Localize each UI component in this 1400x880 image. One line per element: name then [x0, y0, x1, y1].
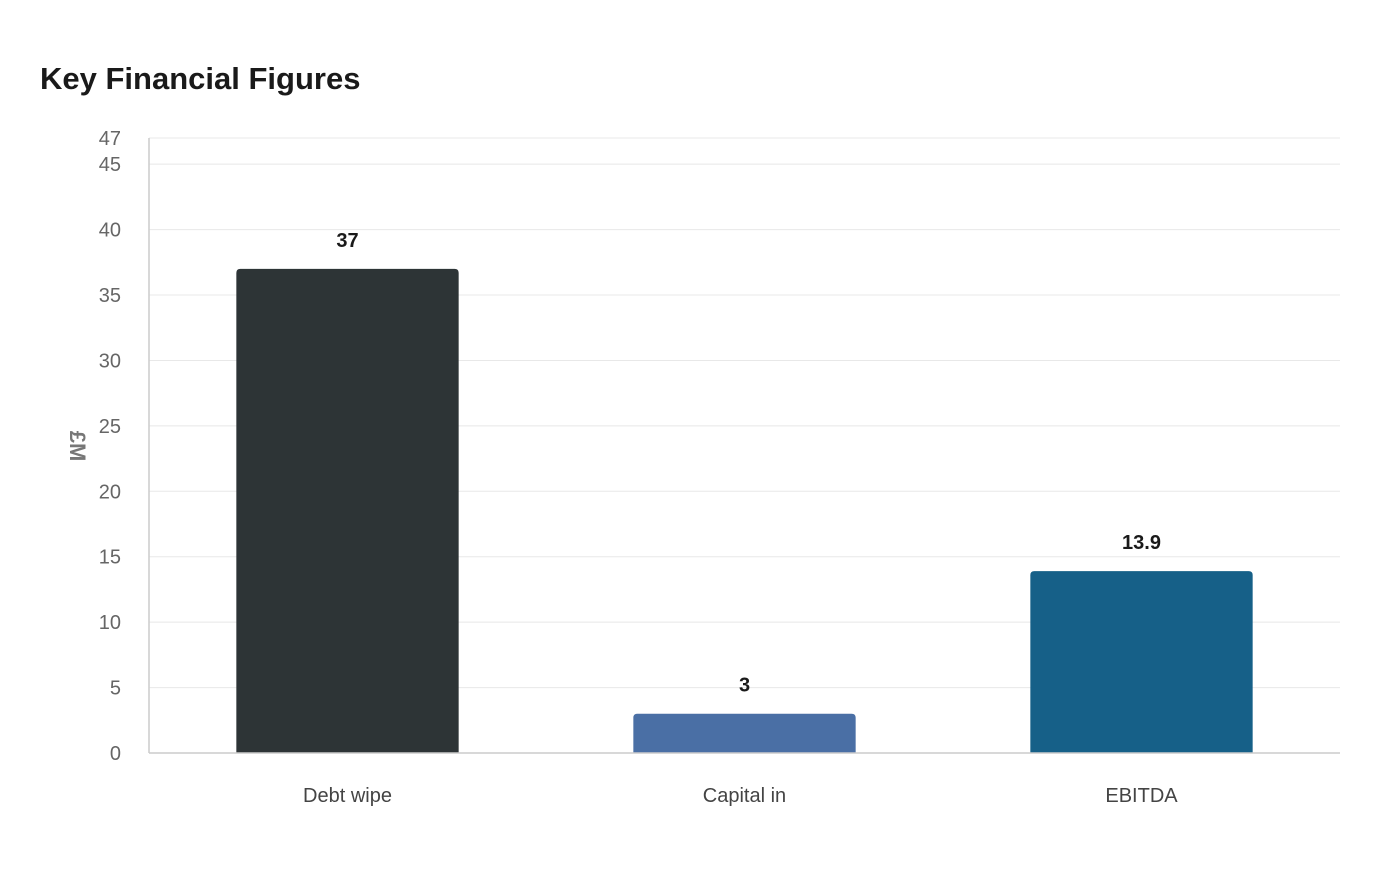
- y-tick-label: 35: [99, 285, 121, 307]
- value-label: 13.9: [1122, 532, 1161, 554]
- value-label: 37: [336, 230, 358, 252]
- bar-debt-wipe: [236, 268, 459, 753]
- value-labels: 37 3 13.9: [336, 230, 1161, 697]
- y-tick-label: 15: [99, 547, 121, 569]
- y-tick-label: 20: [99, 481, 121, 503]
- y-tick-label: 10: [99, 612, 121, 634]
- y-tick-label: 5: [110, 678, 121, 700]
- y-axis-label: £M: [65, 431, 90, 462]
- x-category-label: Debt wipe: [303, 785, 392, 807]
- bars: [236, 268, 1253, 753]
- value-label: 3: [739, 675, 750, 697]
- bar-ebitda: [1030, 571, 1253, 753]
- x-axis-categories: Debt wipe Capital in EBITDA: [303, 785, 1178, 807]
- chart-title: Key Financial Figures: [40, 61, 361, 96]
- y-axis-ticks: 0 5 10 15 20 25 30 35 40 45 47: [99, 128, 121, 765]
- y-tick-label: 47: [99, 128, 121, 150]
- x-category-label: Capital in: [703, 785, 786, 807]
- y-tick-label: 45: [99, 154, 121, 176]
- y-tick-label: 30: [99, 350, 121, 372]
- y-tick-label: 25: [99, 416, 121, 438]
- x-category-label: EBITDA: [1105, 785, 1178, 807]
- y-tick-label: 40: [99, 220, 121, 242]
- y-tick-label: 0: [110, 743, 121, 765]
- bar-capital-in: [633, 713, 856, 753]
